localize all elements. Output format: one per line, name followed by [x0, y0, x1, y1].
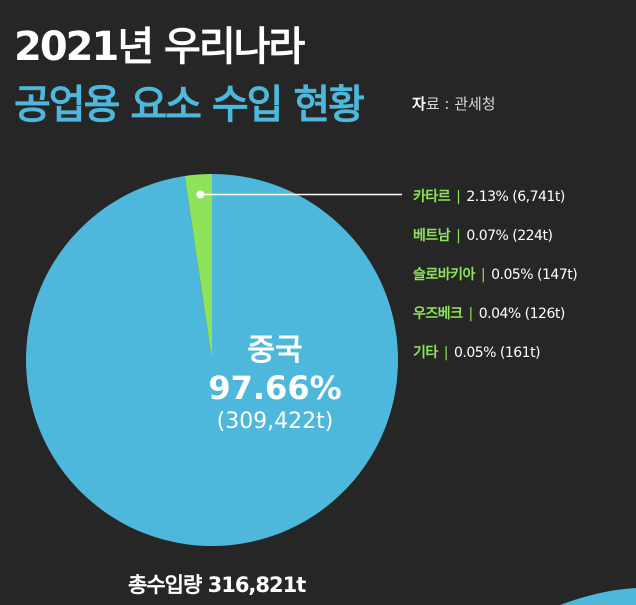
legend-separator: |: [456, 228, 461, 244]
legend-item-others: 기타 | 0.05% (161t): [413, 342, 577, 364]
source-note: 자료 : 관세청: [412, 93, 496, 114]
legend-country: 기타: [413, 345, 438, 361]
legend-item-uzbekistan: 우즈베크 | 0.04% (126t): [413, 303, 577, 325]
legend-separator: |: [480, 267, 486, 283]
legend-value: 2.13% (6,741t): [466, 189, 565, 205]
legend-separator: |: [443, 345, 449, 361]
pie-slice-others: [184, 174, 212, 360]
china-percent: 97.66%: [208, 369, 342, 407]
total-imports: 총수입량 316,821t: [128, 573, 306, 597]
legend-country: 베트남: [413, 228, 451, 244]
legend-value: 0.05% (147t): [491, 267, 578, 283]
legend-item-vietnam: 베트남 | 0.07% (224t): [413, 225, 577, 247]
china-amount: (309,422t): [216, 409, 334, 434]
title-line-2: 공업용 요소 수입 현황: [14, 82, 365, 128]
pie-slice-china: [25, 174, 398, 546]
legend-country: 카타르: [413, 189, 451, 205]
legend-item-qatar: 카타르 | 2.13% (6,741t): [413, 186, 577, 208]
china-label: 중국: [247, 333, 303, 368]
legend: 카타르 | 2.13% (6,741t) 베트남 | 0.07% (224t) 슬로바키…: [413, 186, 578, 381]
qatar-leader-dot: [196, 190, 205, 199]
legend-value: 0.04% (126t): [478, 306, 566, 322]
china-slice-label: 중국 97.66% (309,422t): [190, 334, 360, 436]
legend-separator: |: [468, 306, 474, 322]
corner-arc-decoration: [560, 588, 636, 605]
source-text: 료 : 관세청: [425, 95, 496, 113]
legend-value: 0.07% (224t): [466, 228, 553, 244]
legend-country: 슬로바키아: [413, 267, 475, 283]
title-line-1: 2021년 우리나라: [14, 24, 305, 70]
legend-value: 0.05% (161t): [453, 345, 541, 361]
legend-separator: |: [456, 189, 461, 205]
legend-item-slovakia: 슬로바키아 | 0.05% (147t): [413, 264, 578, 286]
legend-country: 우즈베크: [413, 306, 463, 322]
source-key: 자: [412, 95, 426, 113]
pie-slices: [25, 174, 398, 546]
